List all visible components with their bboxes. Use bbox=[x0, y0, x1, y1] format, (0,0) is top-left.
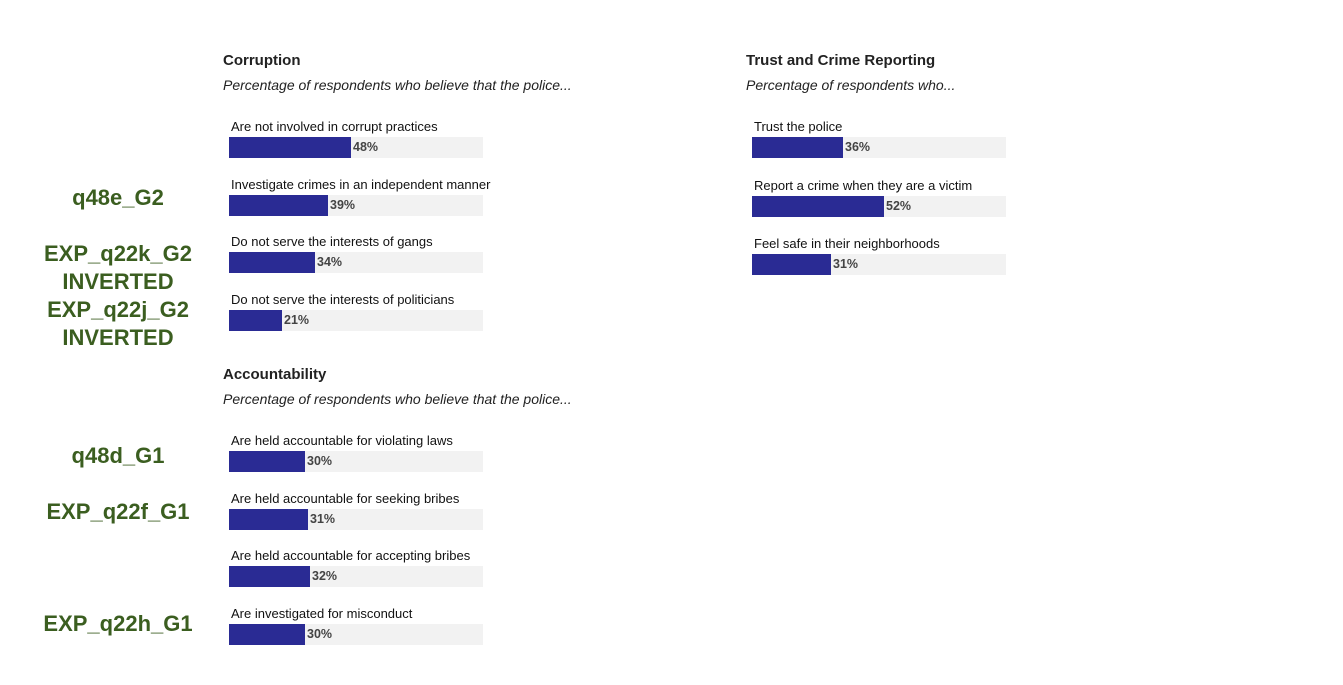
bar bbox=[229, 194, 328, 216]
bar-value-label: 36% bbox=[845, 140, 871, 154]
bar-value-label: 31% bbox=[310, 511, 336, 526]
corruption-subtitle: Percentage of respondents who believe th… bbox=[223, 77, 572, 93]
bar bbox=[229, 309, 282, 331]
annotation-q48d-g1: q48d_G1 bbox=[71, 443, 165, 468]
accountability-title: Accountability bbox=[223, 366, 327, 383]
bar-value-label: 31% bbox=[833, 257, 859, 271]
bar-category-label: Are held accountable for seeking bribes bbox=[231, 490, 460, 506]
bar-track: 30% bbox=[229, 624, 483, 646]
accountability-subtitle: Percentage of respondents who believe th… bbox=[223, 391, 572, 407]
bar-value-label: 52% bbox=[886, 198, 912, 213]
bar-category-label: Are not involved in corrupt practices bbox=[231, 119, 438, 134]
bar-category-label: Are held accountable for accepting bribe… bbox=[231, 548, 471, 564]
bar-track: 31% bbox=[229, 508, 483, 530]
trust-subtitle: Percentage of respondents who... bbox=[746, 77, 956, 93]
bar bbox=[229, 137, 351, 158]
bar-value-label: 30% bbox=[307, 454, 333, 468]
annotation-exp-q22k-g2: EXP_q22k_G2 INVERTED bbox=[44, 241, 192, 294]
bar-track: 34% bbox=[229, 252, 483, 273]
bar-category-label: Do not serve the interests of gangs bbox=[231, 234, 433, 249]
bar-category-label: Trust the police bbox=[754, 119, 843, 134]
bar bbox=[752, 137, 843, 158]
annotation-exp-q22j-g2: EXP_q22j_G2 INVERTED bbox=[47, 297, 189, 350]
annotation-exp-q22f-g1: EXP_q22f_G1 bbox=[46, 499, 190, 524]
bar-item: Investigate crimes in an independent man… bbox=[229, 176, 491, 217]
bar-item: Are held accountable for seeking bribes 3… bbox=[229, 491, 489, 531]
trust-title: Trust and Crime Reporting bbox=[746, 52, 936, 69]
bar-track: 52% bbox=[752, 195, 1006, 217]
bar-item: Do not serve the interests of politician… bbox=[229, 292, 489, 332]
bar-track: 39% bbox=[229, 194, 483, 216]
annotation-exp-q22h-g1: EXP_q22h_G1 bbox=[43, 611, 193, 636]
bar bbox=[229, 451, 305, 472]
bar bbox=[229, 252, 315, 273]
bar bbox=[752, 195, 884, 217]
bar-item: Trust the police 36% bbox=[752, 119, 1012, 159]
bar-item: Feel safe in their neighborhoods 31% bbox=[752, 236, 1012, 276]
bar-track: 31% bbox=[752, 254, 1006, 275]
bar bbox=[229, 566, 310, 588]
bar-track: 30% bbox=[229, 451, 483, 472]
bar-value-label: 39% bbox=[330, 197, 356, 212]
bar-track: 21% bbox=[229, 309, 483, 331]
bar-category-label: Investigate crimes in an independent man… bbox=[231, 176, 491, 192]
bar bbox=[752, 254, 831, 275]
bar bbox=[229, 508, 308, 530]
bar-item: Are held accountable for accepting bribe… bbox=[229, 548, 489, 588]
bar-category-label: Feel safe in their neighborhoods bbox=[754, 236, 940, 251]
bar-track: 48% bbox=[229, 137, 483, 158]
bar-value-label: 30% bbox=[307, 627, 333, 642]
bar-track: 36% bbox=[752, 137, 1006, 158]
bar-track: 32% bbox=[229, 566, 483, 588]
bar-value-label: 32% bbox=[312, 569, 338, 584]
bar-category-label: Report a crime when they are a victim bbox=[754, 177, 973, 193]
bar-value-label: 34% bbox=[317, 255, 343, 269]
bar-category-label: Are held accountable for violating laws bbox=[231, 433, 453, 448]
bar-item: Do not serve the interests of gangs 34% bbox=[229, 234, 489, 274]
bar-category-label: Are investigated for misconduct bbox=[231, 606, 413, 622]
corruption-title: Corruption bbox=[223, 52, 301, 69]
bar-item: Are held accountable for violating laws 3… bbox=[229, 433, 489, 473]
bar-category-label: Do not serve the interests of politician… bbox=[231, 291, 455, 307]
bar-value-label: 21% bbox=[284, 312, 310, 327]
bar-item: Are not involved in corrupt practices 48% bbox=[229, 119, 489, 159]
bar-item: Are investigated for misconduct 30% bbox=[229, 606, 489, 646]
bar-item: Report a crime when they are a victim 52% bbox=[752, 178, 1012, 218]
annotation-q48e-g2: q48e_G2 bbox=[72, 185, 164, 210]
bar bbox=[229, 624, 305, 646]
bar-value-label: 48% bbox=[353, 140, 379, 154]
